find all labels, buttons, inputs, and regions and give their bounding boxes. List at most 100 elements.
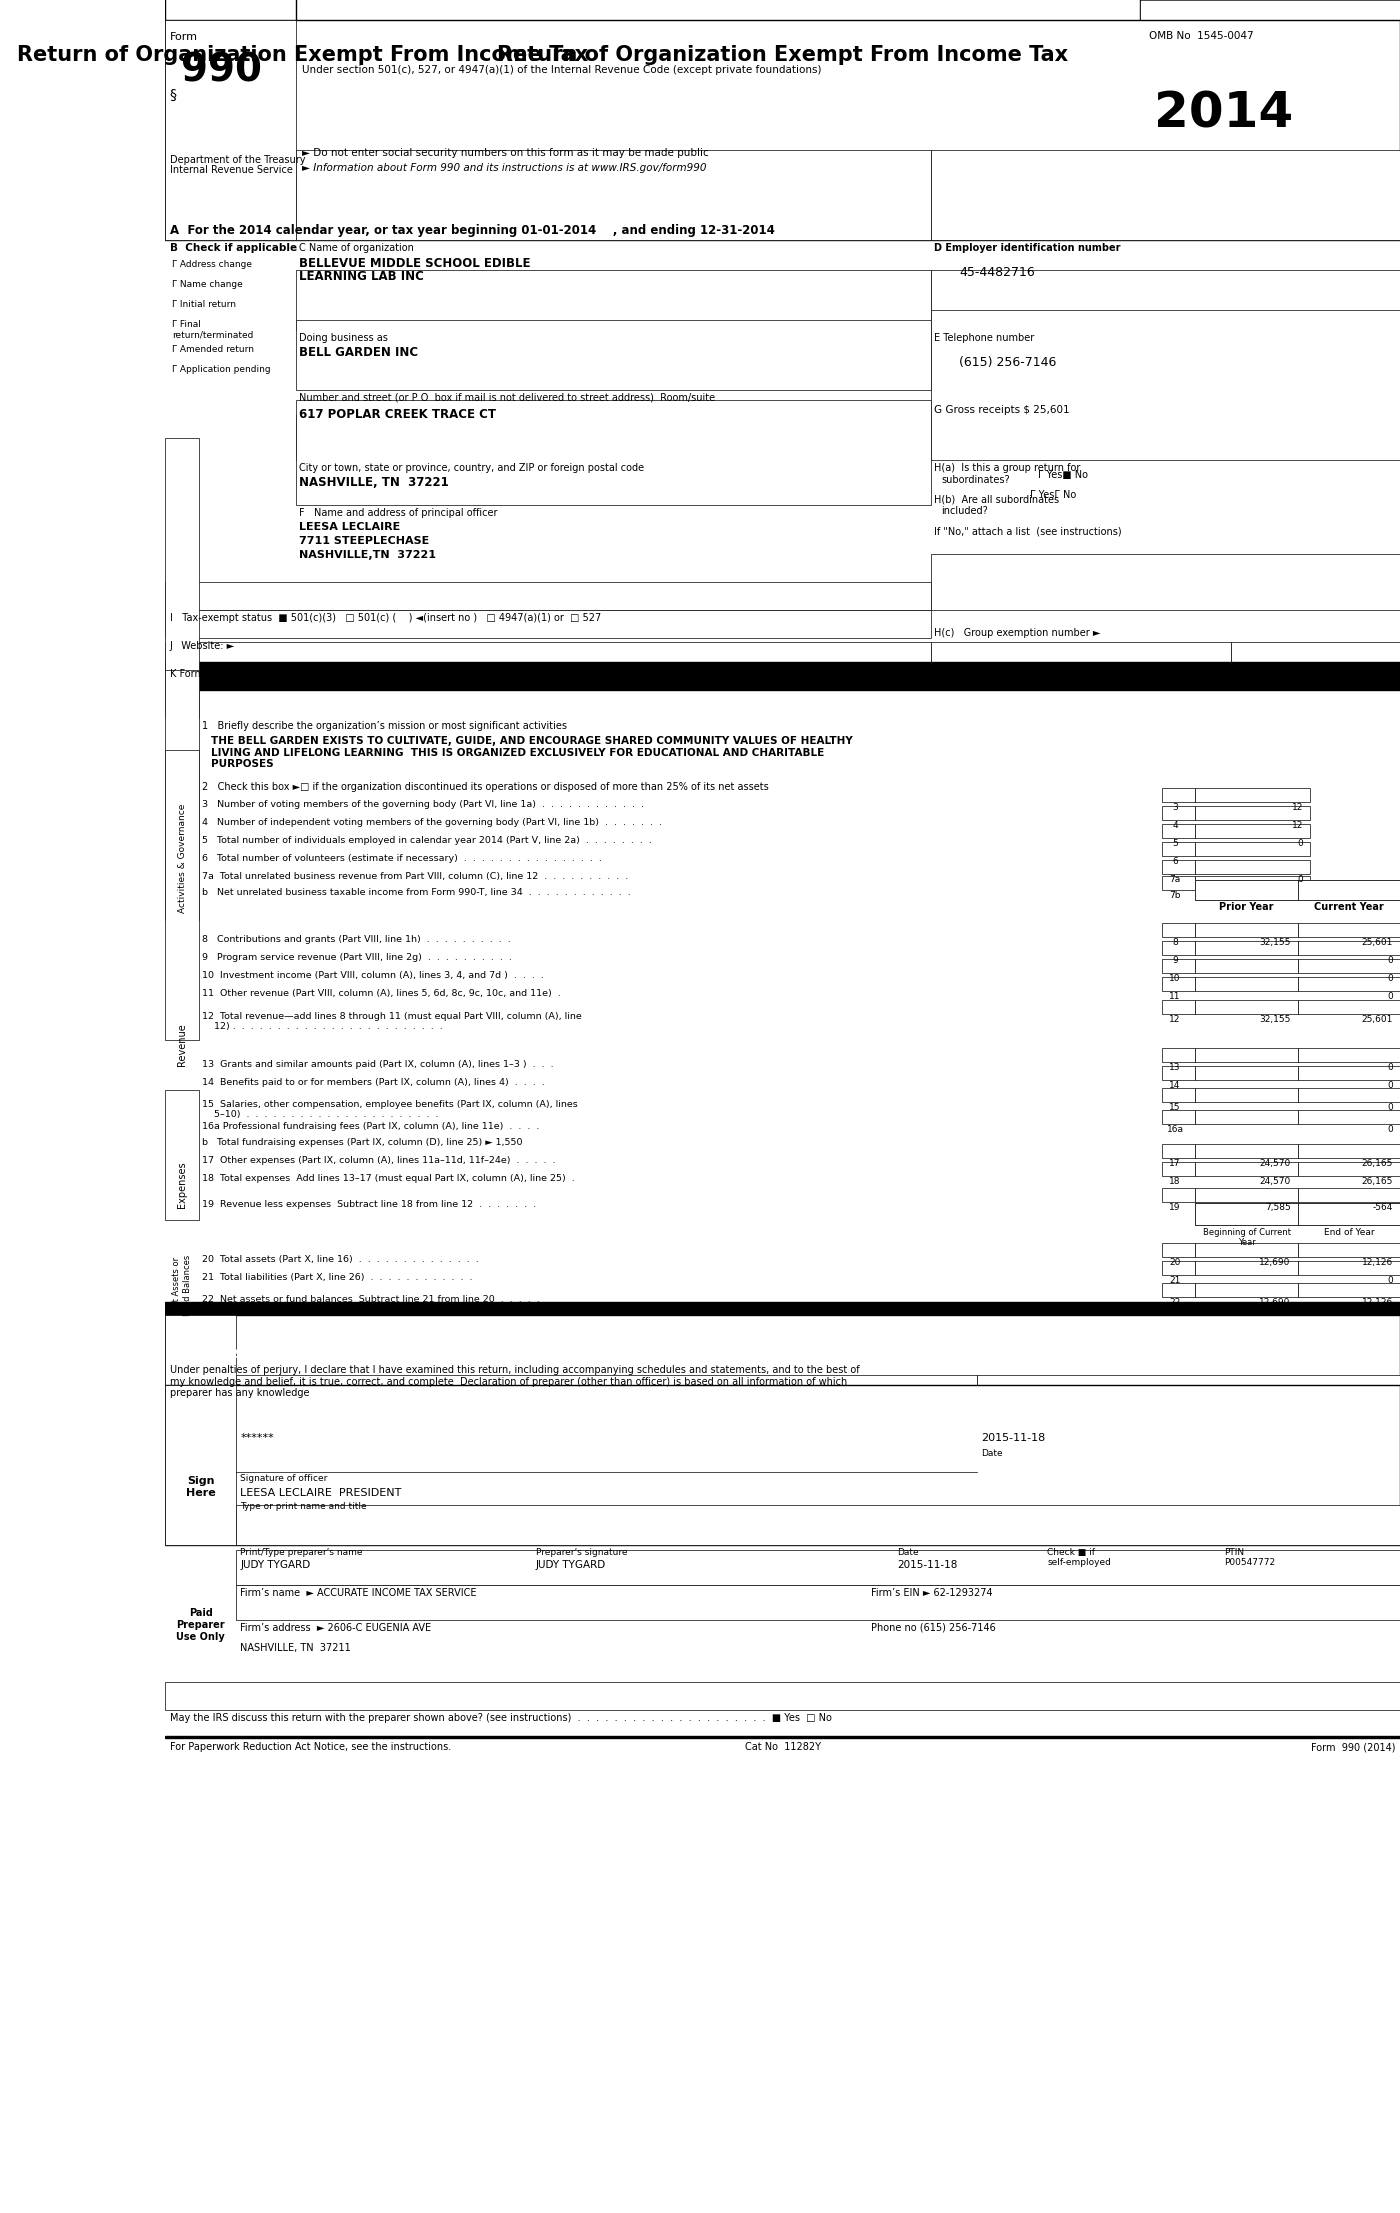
Bar: [931, 150, 1400, 239]
Bar: [1298, 958, 1400, 974]
Text: 14: 14: [1169, 1080, 1180, 1091]
Text: 0: 0: [1387, 991, 1393, 1000]
Text: Γ Amended return: Γ Amended return: [172, 345, 255, 354]
Text: 12,126: 12,126: [1362, 1299, 1393, 1308]
Text: 3   Number of voting members of the governing body (Part VI, line 1a)  .  .  .  : 3 Number of voting members of the govern…: [203, 801, 644, 810]
Text: 2015-11-18: 2015-11-18: [897, 1560, 958, 1569]
Bar: [1162, 1049, 1196, 1062]
Bar: [1162, 841, 1196, 856]
Bar: [1231, 642, 1400, 666]
Text: 2014: 2014: [1154, 91, 1294, 137]
Text: 617 POPLAR CREEK TRACE CT: 617 POPLAR CREEK TRACE CT: [300, 407, 497, 420]
Bar: [1298, 1244, 1400, 1257]
Text: Preparer’s signature: Preparer’s signature: [536, 1549, 627, 1558]
Text: 9: 9: [1172, 956, 1177, 965]
Bar: [165, 582, 931, 611]
Text: LEARNING LAB INC: LEARNING LAB INC: [300, 270, 424, 283]
Bar: [1162, 861, 1196, 874]
Text: M State of legal domicile: M State of legal domicile: [1235, 668, 1355, 679]
Text: Date: Date: [981, 1450, 1002, 1458]
Bar: [1196, 958, 1298, 974]
Text: 26,165: 26,165: [1362, 1177, 1393, 1186]
Bar: [1162, 1261, 1196, 1275]
Text: Return of Organization Exempt From Income Tax: Return of Organization Exempt From Incom…: [497, 44, 1068, 64]
Text: 990: 990: [182, 51, 262, 91]
Text: BELLEVUE MIDDLE SCHOOL EDIBLE: BELLEVUE MIDDLE SCHOOL EDIBLE: [300, 257, 531, 270]
Bar: [165, 1091, 199, 1219]
Bar: [1196, 1144, 1298, 1157]
Text: ► Do not enter social security numbers on this form as it may be made public: ► Do not enter social security numbers o…: [302, 148, 708, 157]
Text: 15: 15: [1169, 1102, 1180, 1111]
Bar: [237, 1425, 977, 1485]
Bar: [1298, 1261, 1400, 1275]
Text: Cat No  11282Y: Cat No 11282Y: [745, 1742, 820, 1753]
Text: I   Tax-exempt status  ■ 501(c)(3)   □ 501(c) (    ) ◄(insert no )   □ 4947(a)(1: I Tax-exempt status ■ 501(c)(3) □ 501(c)…: [169, 613, 601, 624]
Bar: [1298, 923, 1400, 936]
Text: 0: 0: [1387, 956, 1393, 965]
Text: 5   Total number of individuals employed in calendar year 2014 (Part V, line 2a): 5 Total number of individuals employed i…: [203, 837, 652, 845]
Text: 12  Total revenue—add lines 8 through 11 (must equal Part VIII, column (A), line: 12 Total revenue—add lines 8 through 11 …: [203, 1011, 582, 1031]
Text: ******: ******: [241, 1434, 274, 1443]
Text: C Name of organization: C Name of organization: [300, 243, 414, 252]
Bar: [1298, 1089, 1400, 1102]
Bar: [165, 611, 931, 637]
Bar: [295, 150, 931, 239]
Bar: [1162, 923, 1196, 936]
Bar: [1196, 1000, 1298, 1014]
Text: 21  Total liabilities (Part X, line 26)  .  .  .  .  .  .  .  .  .  .  .  .: 21 Total liabilities (Part X, line 26) .…: [203, 1272, 473, 1281]
Bar: [1162, 976, 1196, 991]
Bar: [165, 750, 199, 1040]
Bar: [931, 310, 1400, 460]
Text: 10: 10: [1169, 974, 1180, 983]
Bar: [1196, 1188, 1298, 1202]
Bar: [977, 1425, 1400, 1485]
Text: 7a: 7a: [1169, 874, 1180, 883]
Text: Form: Form: [169, 31, 197, 42]
Text: Γ Yes■ No: Γ Yes■ No: [1039, 469, 1088, 480]
Text: efile GRAPHIC print - DO NOT PROCESS    As Filed Data -                         : efile GRAPHIC print - DO NOT PROCESS As …: [172, 4, 897, 15]
Text: 18  Total expenses  Add lines 13–17 (must equal Part IX, column (A), line 25)  .: 18 Total expenses Add lines 13–17 (must …: [203, 1175, 575, 1184]
Text: H(c)   Group exemption number ►: H(c) Group exemption number ►: [934, 628, 1100, 637]
Text: 24,570: 24,570: [1260, 1177, 1291, 1186]
Bar: [1196, 1162, 1298, 1175]
Text: BELL GARDEN INC: BELL GARDEN INC: [300, 345, 419, 359]
Bar: [295, 270, 931, 330]
Bar: [931, 321, 1400, 389]
Text: City or town, state or province, country, and ZIP or foreign postal code: City or town, state or province, country…: [300, 463, 644, 474]
Text: 5: 5: [1172, 839, 1177, 848]
Text: F   Name and address of principal officer: F Name and address of principal officer: [300, 509, 498, 518]
Text: 2015-11-18: 2015-11-18: [981, 1434, 1046, 1443]
Text: NASHVILLE, TN  37221: NASHVILLE, TN 37221: [300, 476, 449, 489]
Text: Department of the Treasury: Department of the Treasury: [169, 155, 305, 166]
Bar: [1162, 1284, 1196, 1297]
Text: 12,690: 12,690: [1259, 1299, 1291, 1308]
Bar: [1196, 1204, 1400, 1226]
Bar: [1196, 1204, 1298, 1226]
Text: End of Year: End of Year: [1323, 1228, 1375, 1237]
Text: 0: 0: [1387, 1062, 1393, 1071]
Text: 4   Number of independent voting members of the governing body (Part VI, line 1b: 4 Number of independent voting members o…: [203, 819, 662, 828]
Bar: [165, 662, 1400, 690]
Text: Under section 501(c), 527, or 4947(a)(1) of the Internal Revenue Code (except pr: Under section 501(c), 527, or 4947(a)(1)…: [302, 64, 822, 75]
Text: LEESA LECLAIRE: LEESA LECLAIRE: [300, 522, 400, 531]
Text: 20  Total assets (Part X, line 16)  .  .  .  .  .  .  .  .  .  .  .  .  .  .: 20 Total assets (Part X, line 16) . . . …: [203, 1255, 479, 1264]
Text: 0: 0: [1387, 1277, 1393, 1286]
Text: E Telephone number: E Telephone number: [934, 332, 1035, 343]
Text: Sign
Here: Sign Here: [186, 1476, 216, 1498]
Text: 26,165: 26,165: [1362, 1160, 1393, 1168]
Text: J   Website: ►: J Website: ►: [169, 642, 235, 651]
Text: Γ Application pending: Γ Application pending: [172, 365, 272, 374]
Bar: [1196, 788, 1310, 801]
Bar: [1196, 881, 1400, 901]
Text: 0: 0: [1387, 1102, 1393, 1111]
Text: 2   Check this box ►□ if the organization discontinued its operations or dispose: 2 Check this box ►□ if the organization …: [203, 781, 769, 792]
Text: 16a Professional fundraising fees (Part IX, column (A), line 11e)  .  .  .  .: 16a Professional fundraising fees (Part …: [203, 1122, 540, 1131]
Text: JUDY TYGARD: JUDY TYGARD: [241, 1560, 311, 1569]
Bar: [165, 1682, 1400, 1711]
Text: 12: 12: [1292, 821, 1303, 830]
Text: K Form of organization  ■ Corporation  □ Trust  □ Association  □ Other ►: K Form of organization ■ Corporation □ T…: [169, 668, 529, 679]
Bar: [1162, 806, 1196, 821]
Bar: [1298, 941, 1400, 956]
Bar: [1162, 1244, 1196, 1257]
Text: Under penalties of perjury, I declare that I have examined this return, includin: Under penalties of perjury, I declare th…: [169, 1365, 860, 1399]
